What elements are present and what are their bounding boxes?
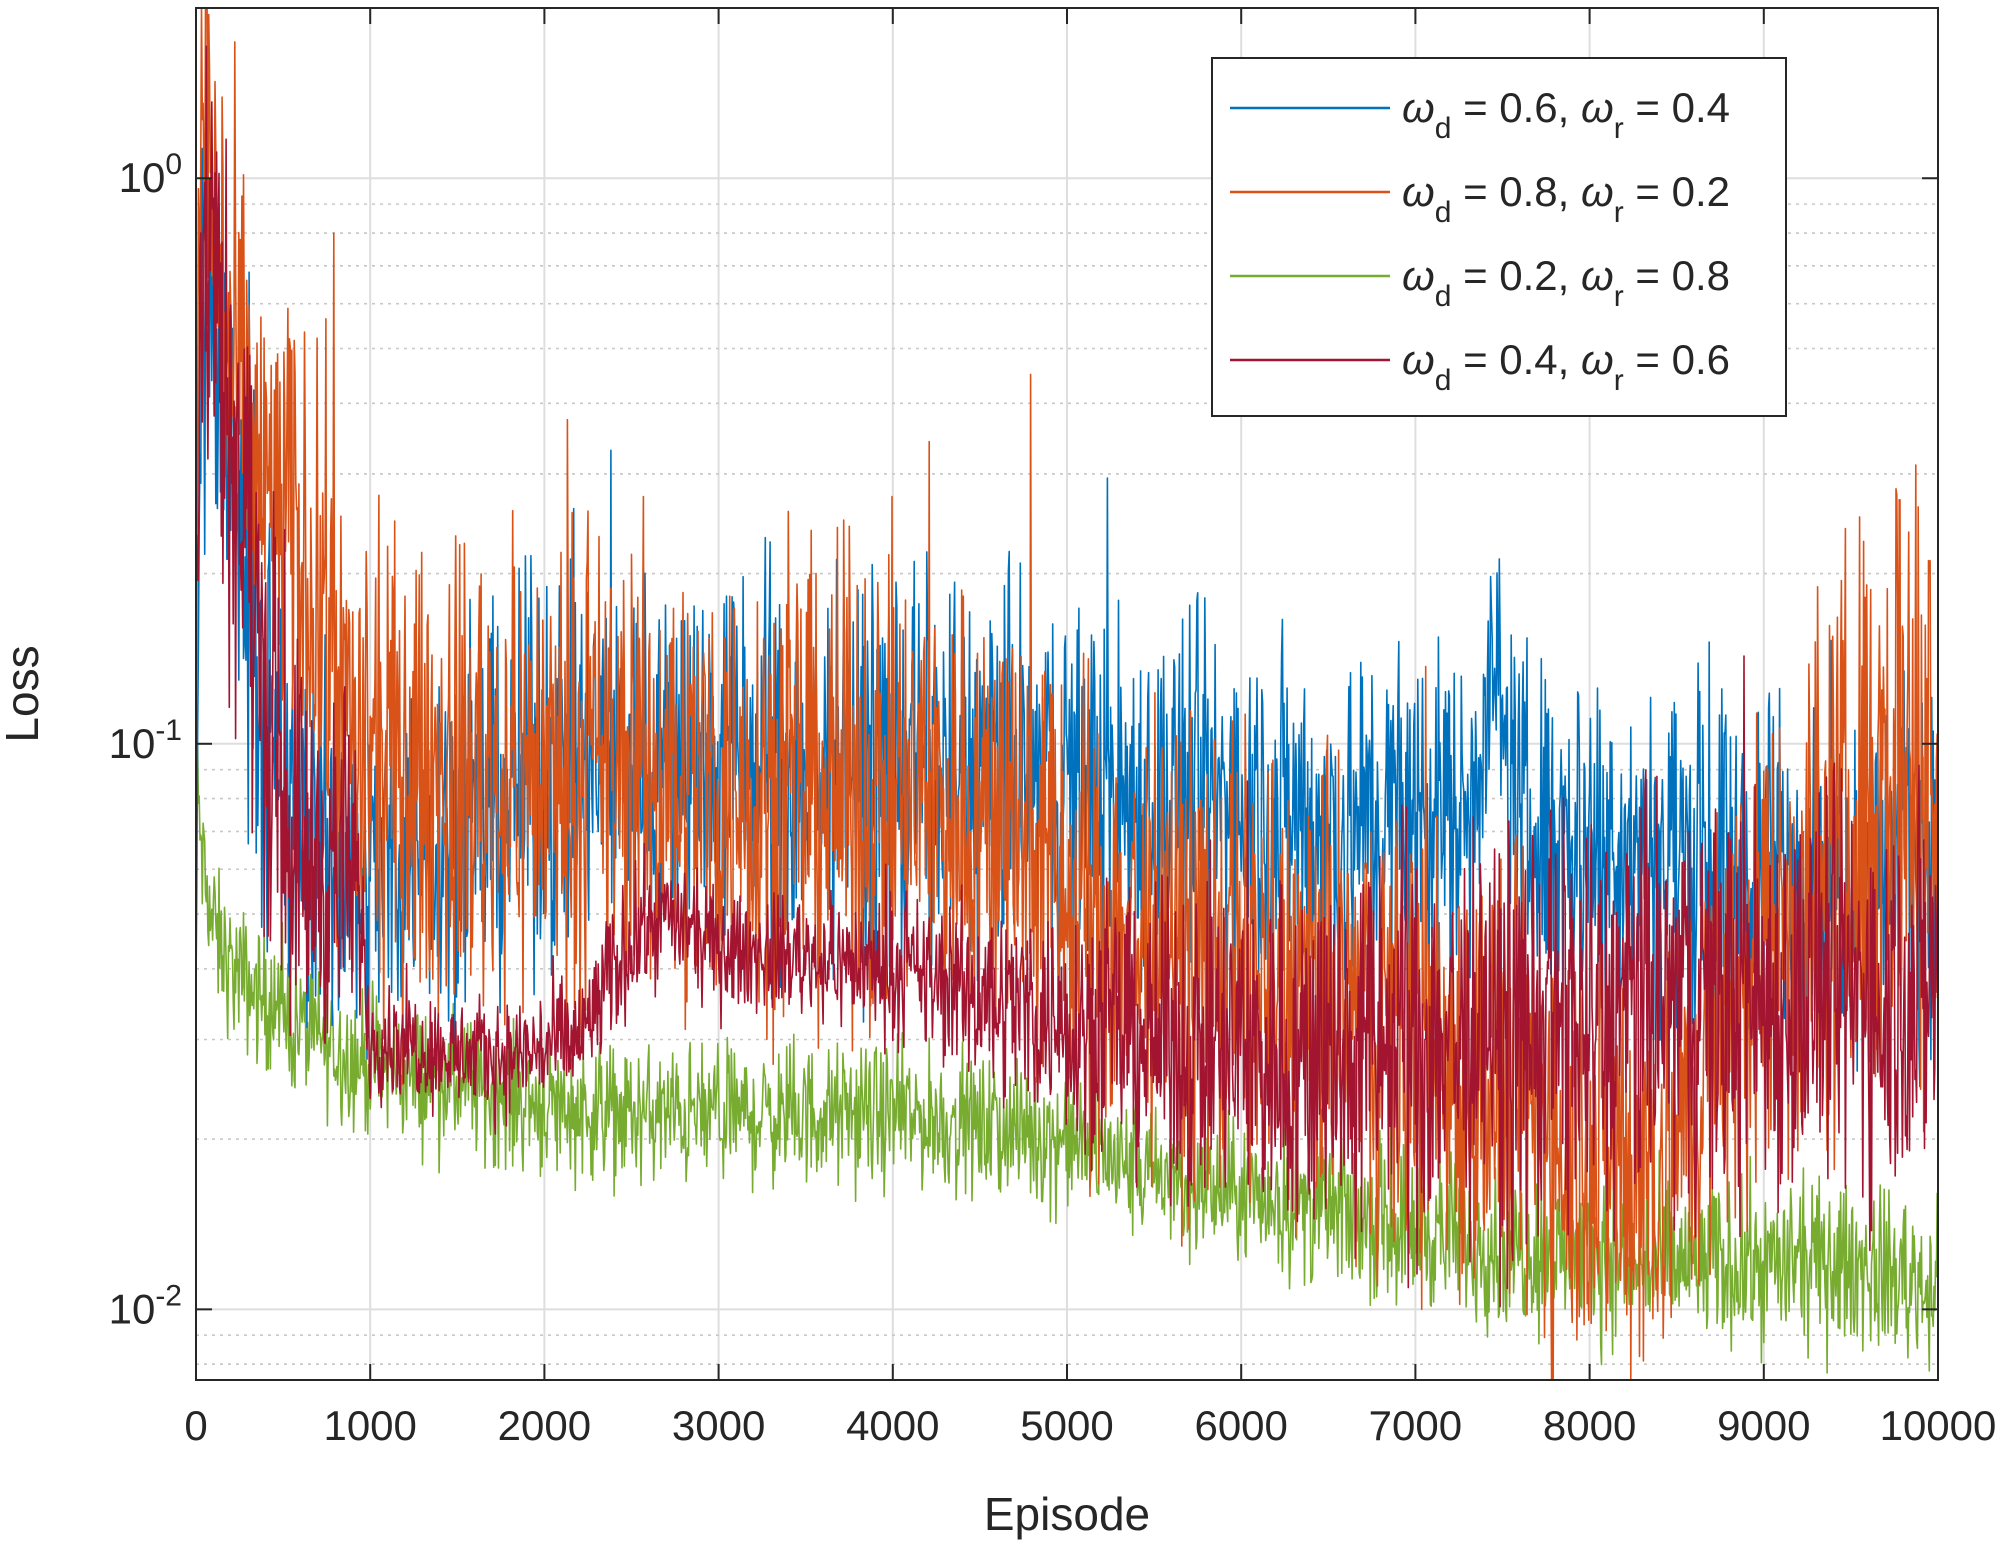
- x-axis-label: Episode: [984, 1488, 1150, 1540]
- x-tick-label: 2000: [498, 1402, 591, 1449]
- legend-subscript: r: [1614, 196, 1624, 229]
- series-line-4: [195, 45, 1939, 1308]
- legend-symbol: ω: [1402, 336, 1435, 383]
- legend-box: [1211, 57, 1787, 417]
- legend-value: = 0.8,: [1451, 168, 1581, 215]
- legend-value: = 0.2: [1624, 168, 1730, 215]
- legend-value: = 0.2,: [1451, 252, 1581, 299]
- legend-symbol: ω: [1581, 168, 1614, 215]
- legend-value: = 0.4,: [1451, 336, 1581, 383]
- legend: ωd = 0.6, ωr = 0.4ωd = 0.8, ωr = 0.2ωd =…: [1211, 57, 1787, 417]
- legend-value: = 0.8: [1624, 252, 1730, 299]
- legend-subscript: d: [1435, 112, 1452, 145]
- legend-label: ωd = 0.4, ωr = 0.6: [1402, 336, 1730, 397]
- legend-label: ωd = 0.2, ωr = 0.8: [1402, 252, 1730, 313]
- legend-label: ωd = 0.6, ωr = 0.4: [1402, 84, 1730, 145]
- y-tick-label: 10-2: [109, 1279, 182, 1332]
- y-tick-exponent: -2: [155, 1279, 182, 1312]
- y-tick-exponent: -1: [155, 714, 182, 747]
- legend-subscript: d: [1435, 280, 1452, 313]
- legend-label: ωd = 0.8, ωr = 0.2: [1402, 168, 1730, 229]
- legend-symbol: ω: [1402, 168, 1435, 215]
- legend-subscript: r: [1614, 280, 1624, 313]
- y-tick-label: 100: [119, 148, 182, 201]
- y-tick-base: 10: [109, 720, 156, 767]
- legend-symbol: ω: [1581, 84, 1614, 131]
- legend-symbol: ω: [1581, 336, 1614, 383]
- legend-symbol: ω: [1402, 84, 1435, 131]
- y-tick-label: 10-1: [109, 714, 182, 767]
- x-tick-label: 4000: [846, 1402, 939, 1449]
- y-tick-base: 10: [119, 154, 166, 201]
- x-tick-labels: 0 1000 2000 3000 4000 5000 6000 7000 8000 9000 100…: [184, 1402, 1996, 1449]
- x-tick-label: 3000: [672, 1402, 765, 1449]
- legend-value: = 0.6: [1624, 336, 1730, 383]
- legend-value: = 0.4: [1624, 84, 1730, 131]
- y-axis-label: Loss: [0, 645, 48, 742]
- legend-symbol: ω: [1402, 252, 1435, 299]
- legend-symbol: ω: [1581, 252, 1614, 299]
- legend-subscript: d: [1435, 364, 1452, 397]
- x-tick-label: 8000: [1543, 1402, 1636, 1449]
- series-line-2: [195, 7, 1939, 1381]
- x-tick-label: 9000: [1717, 1402, 1810, 1449]
- series-layer: [195, 7, 1939, 1381]
- legend-subscript: r: [1614, 112, 1624, 145]
- x-tick-label: 5000: [1020, 1402, 1113, 1449]
- legend-value: = 0.6,: [1451, 84, 1581, 131]
- x-tick-label: 0: [184, 1402, 207, 1449]
- y-tick-base: 10: [109, 1285, 156, 1332]
- tick-marks: [195, 8, 1939, 1380]
- x-tick-label: 1000: [323, 1402, 416, 1449]
- legend-subscript: d: [1435, 196, 1452, 229]
- x-tick-label: 7000: [1369, 1402, 1462, 1449]
- x-tick-label: 10000: [1880, 1402, 1997, 1449]
- x-tick-label: 6000: [1194, 1402, 1287, 1449]
- y-tick-exponent: 0: [165, 148, 182, 181]
- legend-subscript: r: [1614, 364, 1624, 397]
